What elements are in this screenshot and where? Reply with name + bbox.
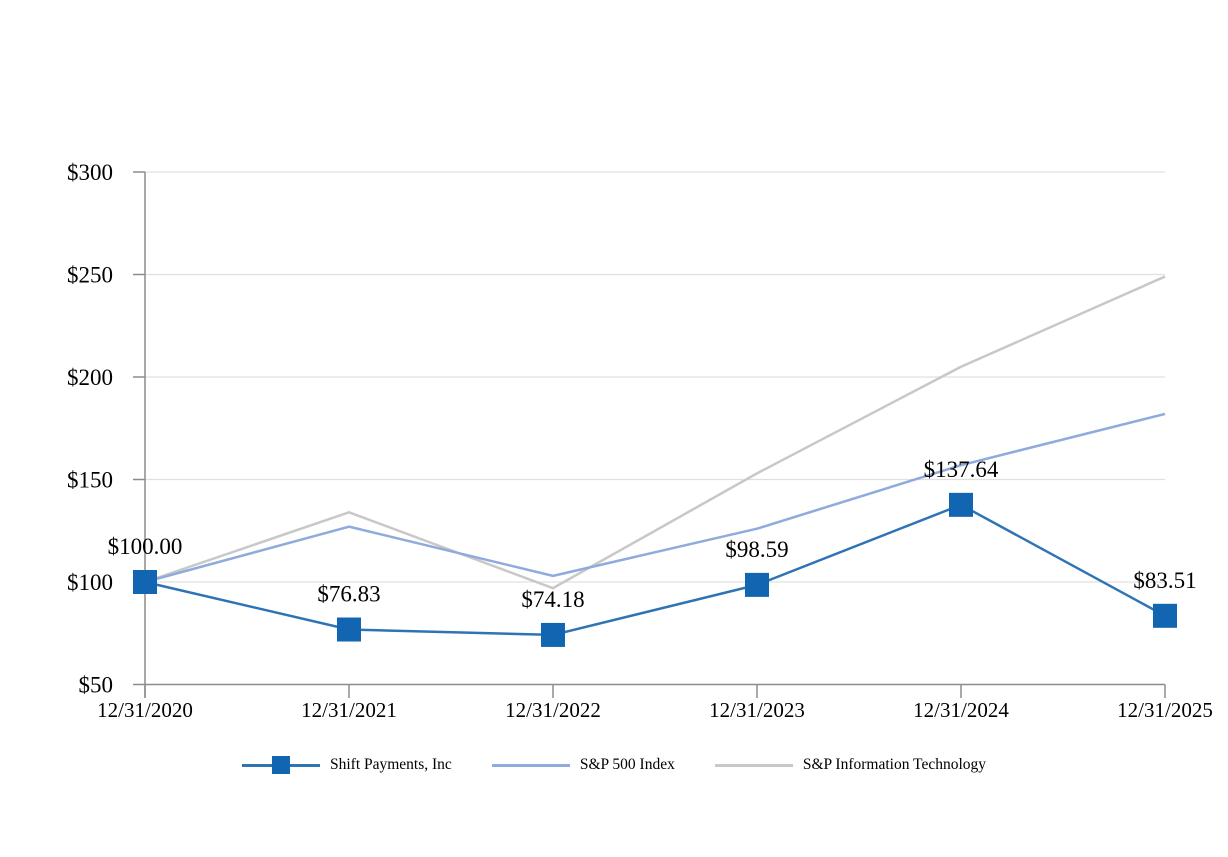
- series-line-s-p-information-technology: [144, 275, 1166, 590]
- y-tick-label: $50: [79, 673, 114, 698]
- x-tick-label: 12/31/2023: [709, 698, 805, 722]
- data-label-shift-payments-inc: $100.00: [108, 534, 183, 559]
- data-label-shift-payments-inc: $83.51: [1133, 568, 1196, 593]
- x-tick-label: 12/31/2021: [301, 698, 397, 722]
- marker-shift-payments-inc: [133, 570, 157, 594]
- legend-item-shift-payments-inc: Shift Payments, Inc: [241, 756, 452, 774]
- legend-line-swatch: [714, 756, 793, 774]
- x-tick-label: 12/31/2022: [505, 698, 601, 722]
- legend-label: S&P Information Technology: [802, 756, 987, 773]
- legend-label: Shift Payments, Inc: [329, 756, 452, 773]
- legend-item-s-p-information-technology: S&P Information Technology: [714, 756, 987, 774]
- y-tick-label: $100: [67, 570, 113, 595]
- data-label-shift-payments-inc: $137.64: [924, 457, 999, 482]
- y-tick-label: $250: [67, 263, 113, 288]
- legend-line-swatch: [241, 756, 320, 774]
- marker-shift-payments-inc: [337, 617, 361, 642]
- series-line-s-p-500-index: [144, 412, 1166, 584]
- marker-shift-payments-inc: [745, 572, 769, 597]
- x-tick-label: 12/31/2020: [97, 698, 193, 722]
- marker-shift-payments-inc: [541, 622, 565, 647]
- legend-line: [714, 764, 793, 767]
- legend-label: S&P 500 Index: [579, 756, 675, 773]
- marker-shift-payments-inc: [1153, 603, 1177, 628]
- x-tick-label: 12/31/2025: [1117, 698, 1213, 722]
- y-tick-label: $200: [67, 365, 113, 390]
- y-tick-label: $150: [67, 468, 113, 493]
- marker-shift-payments-inc: [949, 492, 973, 517]
- legend-line: [491, 764, 570, 767]
- legend-item-s-p-500-index: S&P 500 Index: [491, 756, 675, 774]
- data-label-shift-payments-inc: $98.59: [725, 537, 788, 562]
- legend-square-marker-icon: [271, 756, 290, 774]
- legend: Shift Payments, Inc S&P 500 Index S&P Info…: [241, 756, 987, 774]
- x-tick-label: 12/31/2024: [913, 698, 1009, 722]
- data-label-shift-payments-inc: $74.18: [521, 587, 584, 612]
- legend-line-swatch: [491, 756, 570, 774]
- data-label-shift-payments-inc: $76.83: [317, 581, 380, 606]
- series-line-shift-payments-inc: [144, 503, 1166, 637]
- y-tick-label: $300: [67, 160, 113, 185]
